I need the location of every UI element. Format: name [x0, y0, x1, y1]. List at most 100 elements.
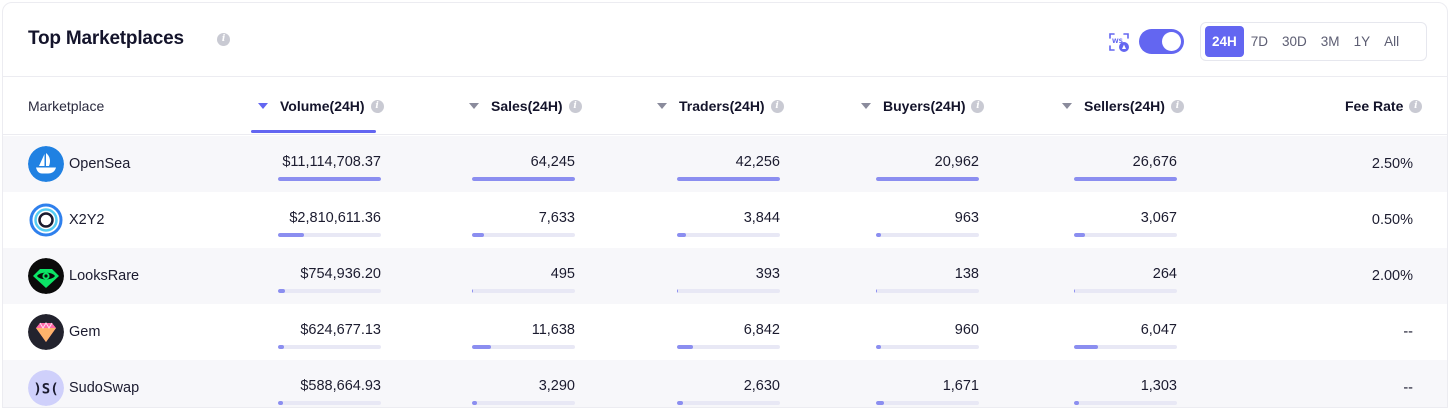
buyers-bar — [876, 345, 979, 349]
buyers-value: 960 — [954, 322, 979, 338]
page-title-text: Top Marketplaces — [28, 28, 184, 49]
buyers-bar — [876, 177, 979, 181]
traders-bar — [677, 401, 780, 405]
traders-value: 3,844 — [743, 210, 780, 226]
column-buyers[interactable]: Buyers(24H) i — [861, 98, 985, 114]
buyers-value: 1,671 — [942, 378, 979, 394]
sort-desc-icon — [657, 103, 667, 110]
table-row[interactable]: Gem $624,677.13 11,638 6,842 960 6,047 -… — [3, 304, 1447, 360]
column-sellers[interactable]: Sellers(24H) i — [1062, 98, 1184, 114]
traders-bar-fill — [677, 401, 684, 405]
info-icon[interactable]: i — [568, 99, 582, 113]
sellers-bar — [1074, 233, 1177, 237]
column-sales-label: Sales(24H) — [491, 98, 563, 114]
sudoswap-logo-icon: )S( — [28, 370, 64, 406]
volume-bar — [278, 233, 381, 237]
traders-bar-fill — [677, 177, 780, 181]
volume-value: $2,810,611.36 — [289, 210, 381, 226]
sellers-bar — [1074, 345, 1177, 349]
info-icon[interactable]: i — [971, 99, 985, 113]
info-icon[interactable]: i — [370, 99, 384, 113]
svg-text:WS: WS — [1112, 38, 1123, 45]
sellers-bar — [1074, 289, 1177, 293]
sellers-value: 1,303 — [1140, 378, 1177, 394]
sales-value: 7,633 — [538, 210, 575, 226]
live-toggle[interactable] — [1139, 29, 1184, 54]
sales-bar-fill — [472, 401, 478, 405]
sales-bar — [472, 233, 575, 237]
table-row[interactable]: LooksRare $754,936.20 495 393 138 264 2.… — [3, 248, 1447, 304]
sellers-value: 264 — [1152, 266, 1177, 282]
marketplace-name[interactable]: OpenSea — [69, 156, 131, 172]
marketplace-name[interactable]: Gem — [69, 324, 101, 340]
sellers-bar-fill — [1074, 345, 1098, 349]
sales-value: 64,245 — [530, 154, 575, 170]
volume-value: $754,936.20 — [300, 266, 381, 282]
sales-bar — [472, 401, 575, 405]
volume-value: $588,664.93 — [300, 378, 381, 394]
sellers-bar-fill — [1074, 401, 1080, 405]
table-row[interactable]: X2Y2 $2,810,611.36 7,633 3,844 963 3,067… — [3, 192, 1447, 248]
info-icon[interactable]: i — [217, 33, 230, 46]
fee-rate-value: -- — [1403, 380, 1413, 396]
traders-bar-fill — [677, 289, 679, 293]
range-3m-button[interactable]: 3M — [1320, 34, 1340, 49]
traders-value: 393 — [755, 266, 780, 282]
range-7d-button[interactable]: 7D — [1250, 34, 1269, 49]
marketplace-name[interactable]: SudoSwap — [69, 380, 140, 396]
sort-desc-icon — [258, 103, 268, 110]
volume-bar — [278, 345, 381, 349]
sellers-value: 26,676 — [1132, 154, 1177, 170]
buyers-bar-fill — [876, 233, 882, 237]
buyers-bar-fill — [876, 401, 885, 405]
sales-bar — [472, 289, 575, 293]
volume-bar-fill — [278, 177, 381, 181]
opensea-logo-icon — [28, 146, 64, 182]
sales-bar-fill — [472, 289, 474, 293]
info-icon[interactable]: i — [1409, 99, 1423, 113]
page-title: Top Marketplaces i — [28, 28, 230, 50]
traders-bar-fill — [677, 233, 687, 237]
table-row[interactable]: OpenSea $11,114,708.37 64,245 42,256 20,… — [3, 136, 1447, 192]
buyers-bar — [876, 233, 979, 237]
range-30d-button[interactable]: 30D — [1282, 34, 1307, 49]
gem-logo-icon — [28, 314, 64, 350]
time-range-selector: 24H 7D 30D 3M 1Y All — [1200, 22, 1427, 61]
x2y2-logo-icon — [28, 202, 64, 238]
sellers-bar-fill — [1074, 233, 1086, 237]
marketplace-name[interactable]: LooksRare — [69, 268, 140, 284]
volume-bar-fill — [278, 345, 285, 349]
buyers-bar-fill — [876, 289, 878, 293]
info-icon[interactable]: i — [1170, 99, 1184, 113]
range-1y-button[interactable]: 1Y — [1353, 34, 1371, 49]
column-sellers-label: Sellers(24H) — [1084, 98, 1165, 114]
card-header: Top Marketplaces i WS 24H 7D 30D 3M 1Y A… — [3, 3, 1447, 77]
range-24h-button[interactable]: 24H — [1205, 26, 1244, 57]
toggle-knob — [1162, 32, 1181, 51]
traders-value: 6,842 — [743, 322, 780, 338]
marketplace-name[interactable]: X2Y2 — [69, 212, 105, 228]
sort-desc-icon — [1062, 103, 1072, 110]
info-icon[interactable]: i — [770, 99, 784, 113]
buyers-bar — [876, 401, 979, 405]
svg-text:)S(: )S( — [33, 382, 58, 398]
column-buyers-label: Buyers(24H) — [883, 98, 966, 114]
looksrare-logo-icon — [28, 258, 64, 294]
range-all-button[interactable]: All — [1384, 34, 1400, 49]
column-fee-rate-label: Fee Rate — [1345, 98, 1404, 114]
volume-bar — [278, 401, 381, 405]
sales-value: 495 — [550, 266, 575, 282]
column-traders[interactable]: Traders(24H) i — [657, 98, 784, 114]
sales-value: 11,638 — [531, 322, 575, 338]
websocket-live-icon[interactable]: WS — [1107, 30, 1131, 54]
buyers-bar-fill — [876, 177, 979, 181]
sellers-value: 6,047 — [1140, 322, 1177, 338]
traders-value: 2,630 — [743, 378, 780, 394]
table-row[interactable]: )S( SudoSwap $588,664.93 3,290 2,630 1,6… — [3, 360, 1447, 407]
column-volume[interactable]: Volume(24H) i — [258, 98, 384, 114]
column-sales[interactable]: Sales(24H) i — [469, 98, 582, 114]
buyers-bar — [876, 289, 979, 293]
traders-value: 42,256 — [735, 154, 780, 170]
column-fee-rate: Fee Rate i — [1345, 98, 1423, 114]
sales-bar-fill — [472, 177, 575, 181]
